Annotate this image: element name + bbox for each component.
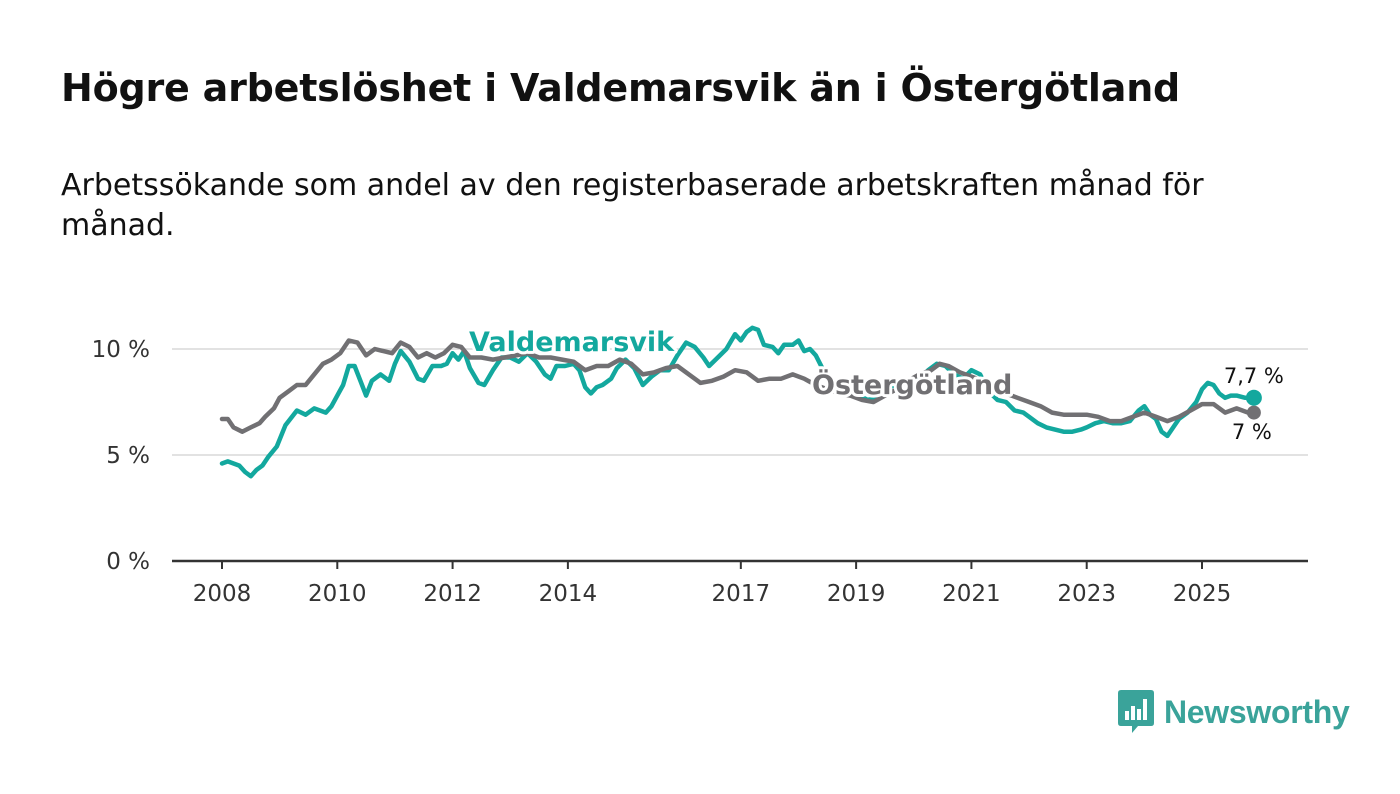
chart-title: Högre arbetslöshet i Valdemarsvik än i Ö… — [61, 66, 1181, 110]
x-tick-label: 2014 — [539, 581, 598, 607]
x-tick-label: 2021 — [942, 581, 1001, 607]
x-tick-label: 2023 — [1057, 581, 1116, 607]
line-chart: 0 % 5 % 10 % 2008 2010 2012 2014 2017 2019 2021 20… — [92, 324, 1308, 607]
y-tick-label: 5 % — [106, 443, 150, 469]
y-tick-label: 10 % — [92, 337, 150, 363]
end-point-valdemarsvik — [1245, 389, 1262, 406]
chart-subtitle: Arbetssökande som andel av den registerb… — [61, 168, 1204, 243]
x-tick-label: 2010 — [308, 581, 367, 607]
x-tick-label: 2019 — [827, 581, 886, 607]
x-tick-label: 2012 — [423, 581, 482, 607]
series-label-valdemarsvik: Valdemarsvik — [469, 327, 675, 358]
x-tick-label: 2017 — [712, 581, 771, 607]
end-label-valdemarsvik: 7,7 % — [1224, 364, 1284, 388]
bar-chart-speech-bubble-icon — [1118, 690, 1154, 733]
end-point-ostergotland — [1246, 405, 1261, 420]
series-line-valdemarsvik — [219, 325, 1257, 479]
x-tick-label: 2025 — [1173, 581, 1232, 607]
series-line-ostergotland — [219, 338, 1257, 434]
x-tick-label: 2008 — [193, 581, 252, 607]
series-label-ostergotland: Östergötland — [812, 368, 1012, 401]
y-tick-label: 0 % — [106, 549, 150, 575]
brand-logo: Newsworthy — [1118, 690, 1350, 734]
end-label-ostergotland: 7 % — [1232, 420, 1272, 444]
brand-name: Newsworthy — [1164, 693, 1350, 730]
